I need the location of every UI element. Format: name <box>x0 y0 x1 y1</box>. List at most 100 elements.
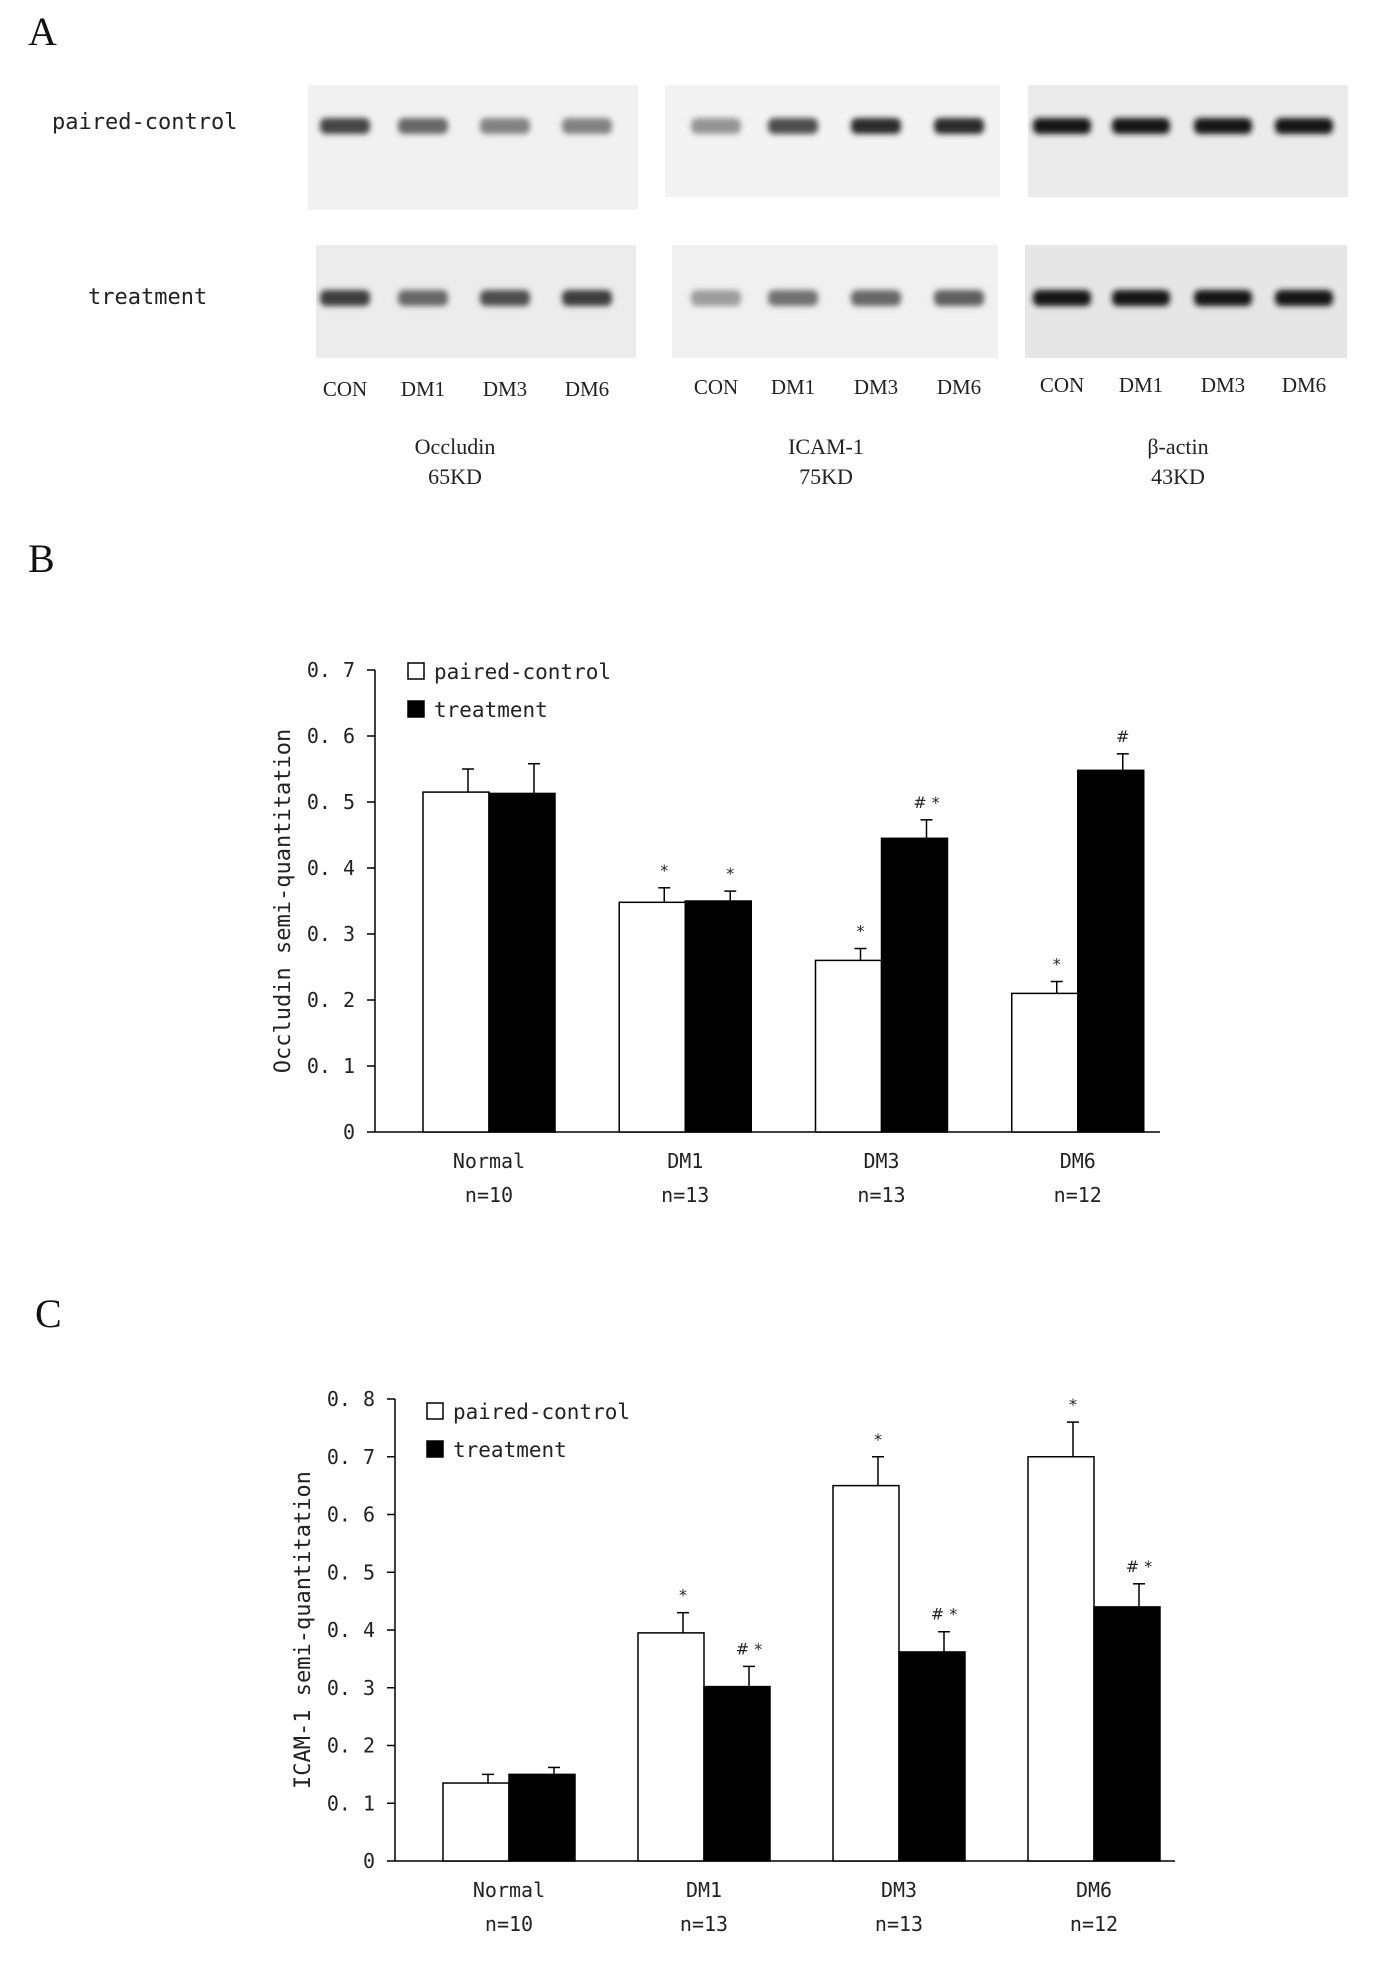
bar-paired-control <box>814 959 883 1133</box>
blot-band <box>1194 118 1252 134</box>
protein-label-beta-actin: β-actin 43KD <box>1078 432 1278 492</box>
lane-label: CON <box>1039 373 1085 397</box>
category-n-label: n=12 <box>1054 1183 1102 1207</box>
western-blot <box>308 85 1348 358</box>
blot-band <box>851 118 901 134</box>
y-tick-label: 0. 8 <box>327 1387 375 1411</box>
significance-mark: # * <box>736 1639 763 1658</box>
blot-band <box>398 290 448 306</box>
lane-label: DM3 <box>482 377 528 401</box>
y-axis-title: ICAM-1 semi-quantitation <box>291 1471 316 1789</box>
bar-treatment <box>1093 1606 1161 1862</box>
protein-name: ICAM-1 <box>788 434 864 459</box>
category-n-label: n=13 <box>680 1912 728 1936</box>
significance-mark: # * <box>1126 1557 1153 1576</box>
significance-mark: * <box>660 861 668 880</box>
blot-strip-occludin-control <box>308 85 638 210</box>
legend-swatch-treatment <box>407 700 425 718</box>
y-tick-label: 0. 4 <box>327 1618 375 1642</box>
legend-swatch-paired-control <box>426 1402 444 1420</box>
y-tick-label: 0. 5 <box>307 790 355 814</box>
category-label: DM3 <box>863 1149 899 1173</box>
blot-band <box>691 118 741 134</box>
blot-band <box>1275 290 1333 306</box>
significance-mark: # <box>1116 727 1129 746</box>
y-tick-label: 0. 3 <box>307 922 355 946</box>
bar-treatment <box>1077 769 1145 1133</box>
significance-mark: * <box>874 1430 882 1449</box>
bar-treatment <box>488 792 556 1133</box>
legend-label: treatment <box>434 698 548 722</box>
blot-row-label-paired-control: paired-control <box>52 110 238 135</box>
bar-treatment <box>880 837 949 1133</box>
protein-name: β-actin <box>1147 434 1209 459</box>
category-label: Normal <box>453 1149 525 1173</box>
blot-band <box>1033 118 1091 134</box>
blot-band <box>934 118 984 134</box>
y-tick-label: 0. 3 <box>327 1676 375 1700</box>
significance-mark: * <box>1069 1395 1077 1414</box>
blot-band <box>1033 290 1091 306</box>
category-label: Normal <box>473 1878 545 1902</box>
lane-label: CON <box>693 375 739 399</box>
category-n-label: n=13 <box>661 1183 709 1207</box>
category-n-label: n=12 <box>1070 1912 1118 1936</box>
blot-band <box>562 290 612 306</box>
bar-paired-control <box>1027 1456 1095 1862</box>
category-n-label: n=13 <box>875 1912 923 1936</box>
bar-treatment <box>703 1685 771 1862</box>
bar-paired-control <box>637 1632 705 1862</box>
lane-label: CON <box>322 377 368 401</box>
category-label: DM3 <box>881 1878 917 1902</box>
blot-band <box>480 118 530 134</box>
blot-strip-icam-control <box>665 85 1000 197</box>
blot-band <box>320 118 370 134</box>
blot-band <box>480 290 530 306</box>
blot-band <box>851 290 901 306</box>
occludin-bar-chart: 0 0. 1 0. 2 0. 3 0. 4 0. 5 0. 6 0. 7 Occludin se… <box>271 658 1160 1207</box>
blot-band <box>320 290 370 306</box>
significance-mark: * <box>679 1586 687 1605</box>
protein-weight: 75KD <box>799 464 853 489</box>
y-tick-label: 0. 5 <box>327 1560 375 1584</box>
significance-mark: * <box>857 922 865 941</box>
bar-treatment <box>508 1773 576 1862</box>
blot-band <box>1275 118 1333 134</box>
blot-band <box>934 290 984 306</box>
y-tick-label: 0. 1 <box>307 1054 355 1078</box>
bar-paired-control <box>442 1782 510 1862</box>
y-tick-label: 0. 2 <box>327 1734 375 1758</box>
y-axis-title: Occludin semi-quantitation <box>271 729 296 1073</box>
blot-strip-actin-control <box>1028 85 1348 197</box>
y-tick-label: 0. 6 <box>307 724 355 748</box>
panel-letter-a: A <box>28 9 57 54</box>
lane-label: DM1 <box>770 375 816 399</box>
y-tick-label: 0 <box>363 1849 375 1873</box>
category-n-label: n=13 <box>857 1183 905 1207</box>
blot-row-label-treatment: treatment <box>88 285 208 310</box>
legend-swatch-paired-control <box>407 662 425 680</box>
legend-swatch-treatment <box>426 1440 444 1458</box>
lane-label: DM3 <box>1200 373 1246 397</box>
lane-label: DM6 <box>564 377 610 401</box>
significance-mark: * <box>726 864 734 883</box>
blot-band <box>1112 118 1170 134</box>
significance-mark: * <box>1053 955 1061 974</box>
lane-label: DM6 <box>936 375 982 399</box>
protein-name: Occludin <box>414 434 496 459</box>
bar-paired-control <box>618 901 686 1133</box>
blot-band <box>768 290 818 306</box>
bar-paired-control <box>1011 992 1079 1133</box>
bar-treatment <box>898 1651 966 1862</box>
lane-label: DM3 <box>853 375 899 399</box>
protein-label-occludin: Occludin 65KD <box>355 432 555 492</box>
category-label: DM1 <box>686 1878 722 1902</box>
bar-paired-control <box>422 791 490 1133</box>
blot-band <box>768 118 818 134</box>
blot-band <box>562 118 612 134</box>
legend-label: treatment <box>453 1438 567 1462</box>
y-tick-label: 0. 7 <box>327 1445 375 1469</box>
blot-band <box>1112 290 1170 306</box>
category-n-label: n=10 <box>465 1183 513 1207</box>
lane-label: DM1 <box>1118 373 1164 397</box>
